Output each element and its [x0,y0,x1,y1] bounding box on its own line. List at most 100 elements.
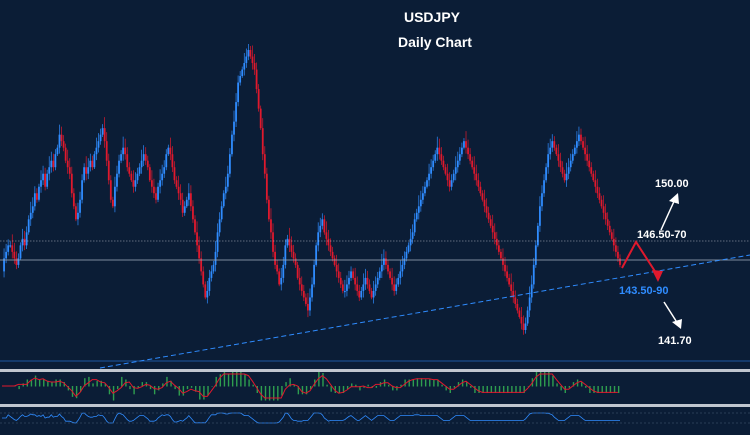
macd-bar [207,386,209,396]
candle-body [38,186,40,200]
candle-body [356,284,359,291]
macd-bar [605,386,608,393]
candle-body [222,193,225,207]
candle-body [526,310,529,324]
candle-body [557,154,560,161]
candle-body [421,193,424,200]
candle-body [140,160,143,168]
candle-body [545,167,547,181]
candle-body [510,284,513,291]
macd-bar [346,386,349,390]
macd-bar [494,386,497,393]
macd-bar [227,374,230,387]
candle-body [458,154,461,161]
label-150: 150.00 [655,178,689,190]
macd-bar [162,383,164,387]
macd-bar [268,386,271,401]
candle-body [619,258,621,265]
candle-body [364,277,367,285]
candle-body [389,271,391,278]
candle-body [276,264,279,272]
candle-body [52,160,55,168]
candle-body [506,271,508,278]
candle-body [124,147,127,155]
candle-body [198,245,201,259]
macd-bar [51,382,53,387]
candle-body [251,56,254,64]
macd-bar [281,386,283,396]
candle-body [393,284,396,291]
candle-body [13,251,16,259]
macd-bar [408,379,410,387]
red-projection-path [621,240,659,277]
candle-body [368,284,371,291]
candle-body [520,316,523,324]
macd-bar [392,386,394,391]
candle-body [181,199,184,213]
candle-body [559,160,562,168]
macd-bar [129,386,131,390]
candle-body [588,160,591,168]
macd-bar [34,375,37,387]
candle-body [339,277,342,285]
candle-body [350,271,352,278]
candle-body [107,160,110,181]
candle-body [268,199,270,220]
candle-body [582,141,584,148]
macd-bar [100,380,102,387]
candle-body [549,147,552,155]
macd-bar [502,386,505,393]
candle-body [231,134,233,155]
macd-bar [277,386,279,401]
candle-body [21,238,24,246]
candle-body [358,290,361,298]
panel-divider-2 [0,404,750,407]
candle-body [532,264,535,285]
macd-bar [404,379,406,387]
label-143-50-90: 143.50-90 [619,285,669,297]
candle-body [471,160,474,168]
macd-bar [43,379,45,387]
candle-body [66,160,69,168]
candle-body [294,258,297,265]
candle-body [241,69,244,77]
candle-body [46,173,49,187]
macd-bar [424,379,427,387]
candle-body [27,219,30,233]
candle-body [171,154,174,168]
macd-bar [433,379,435,387]
candle-body [313,264,315,285]
candle-body [157,186,159,200]
candle-body [325,232,328,239]
candle-body [586,154,589,161]
candle-body [424,186,426,194]
candle-body [343,290,346,293]
macd-bar [400,384,402,387]
macd-bar [18,386,20,390]
candle-body [224,186,227,194]
candle-body [411,232,414,239]
candle-body [569,160,572,168]
candle-body [81,180,83,200]
candle-body [348,277,350,285]
macd-bar [240,372,242,387]
candle-body [380,264,383,272]
candle-body [485,206,488,213]
upside-arrow-head [669,193,679,204]
macd-bar [351,383,353,387]
candle-body [391,277,393,285]
candle-body [337,271,340,278]
candle-body [319,225,322,233]
candle-body [307,303,309,311]
candle-body [218,219,221,233]
label-141-70: 141.70 [658,335,692,347]
macd-bar [355,384,357,387]
macd-bar [387,384,390,387]
candle-body [282,264,285,278]
macd-bar [59,379,61,387]
candle-body [89,160,92,168]
candle-body [600,199,603,207]
macd-bar [527,386,530,387]
candle-body [109,180,112,200]
macd-bar [593,386,595,393]
